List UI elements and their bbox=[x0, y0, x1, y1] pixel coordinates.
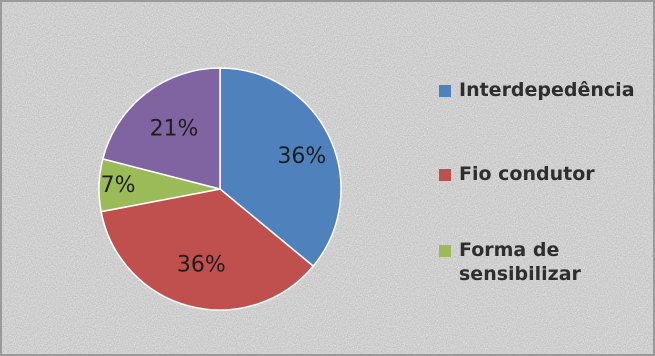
legend-item-forma-de-sensibilizar: Forma de sensibilizar bbox=[439, 238, 649, 286]
data-label-fio-condutor: 36% bbox=[177, 253, 226, 278]
legend-label-interdependencia: Interdepedência bbox=[459, 79, 635, 101]
legend-label-fio-condutor: Fio condutor bbox=[459, 163, 595, 185]
data-label-other: 21% bbox=[150, 117, 199, 142]
legend-key-interdependencia bbox=[439, 85, 451, 97]
legend-item-fio-condutor: Fio condutor bbox=[439, 162, 649, 186]
legend-label-forma-de-sensibilizar: Forma de sensibilizar bbox=[459, 239, 581, 285]
pie-chart: 36% 36% 7% 21% bbox=[98, 67, 342, 311]
pie-slice-fio-condutor bbox=[100, 188, 315, 311]
legend-key-forma-de-sensibilizar bbox=[439, 245, 451, 257]
pie-slice-interdependencia bbox=[219, 67, 342, 268]
data-label-interdependencia: 36% bbox=[277, 144, 326, 169]
data-label-forma-de-sensibilizar: 7% bbox=[101, 173, 136, 198]
legend-key-fio-condutor bbox=[439, 169, 451, 181]
pie-slice-other bbox=[101, 67, 221, 190]
legend-item-interdependencia: Interdepedência bbox=[439, 78, 649, 102]
